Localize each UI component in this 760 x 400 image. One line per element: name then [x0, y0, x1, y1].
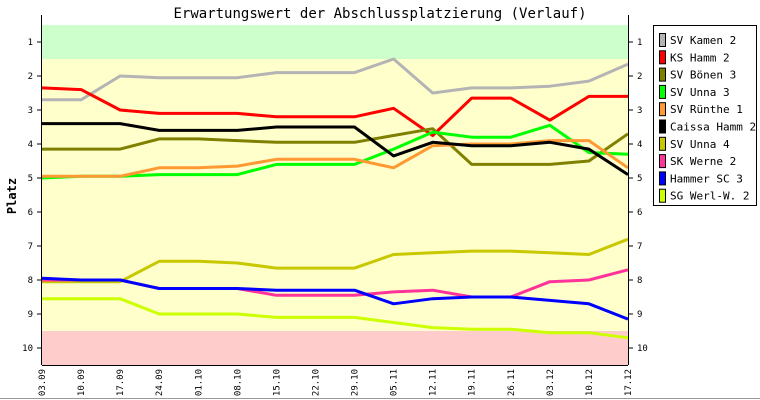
- y-tick-label-left: 6: [28, 208, 33, 218]
- legend-swatch: [659, 154, 666, 169]
- legend-label: SV Kamen 2: [670, 34, 736, 47]
- series-line-sv-r-nthe-1: [42, 139, 629, 178]
- x-tick-label: 29.10: [351, 369, 361, 396]
- x-tick-label: 03.09: [38, 369, 48, 396]
- y-tick-label-left: 4: [28, 140, 33, 150]
- x-tick-label: 15.10: [272, 369, 282, 396]
- y-tick-label-right: 5: [637, 174, 642, 184]
- series-line-sv-unna-3: [41, 123, 629, 180]
- y-tick-label-left: 1: [28, 38, 33, 48]
- legend-label: Caissa Hamm 2: [670, 121, 756, 134]
- legend-label: KS Hamm 2: [670, 51, 730, 64]
- y-tick-label-right: 6: [637, 208, 642, 218]
- x-tick-label: 12.11: [429, 369, 439, 396]
- legend-swatch: [659, 84, 666, 99]
- y-tick-label-left: 7: [28, 242, 33, 252]
- y-tick-label-right: 3: [637, 106, 642, 116]
- legend-label: SV Bönen 3: [670, 69, 736, 82]
- series-line-sv-b-nen-3: [42, 127, 629, 166]
- y-tick-label-left: 8: [28, 276, 33, 286]
- legend-label: SG Werl-W. 2: [670, 190, 749, 203]
- series-lines: [41, 57, 629, 340]
- legend-swatch: [659, 102, 666, 117]
- band: [42, 331, 628, 365]
- y-tick-label-right: 10: [637, 344, 648, 354]
- y-tick-label-left: 9: [28, 310, 33, 320]
- legend-swatch: [659, 50, 666, 65]
- axes: 1 1 2 2 3 3 4 4 5 5 6 6 7 7 8 8 9 9 10 10 03.09 10.09 17.09 24.…: [22, 15, 648, 396]
- chart-title: Erwartungswert der Abschlussplatzierung …: [173, 6, 586, 22]
- x-tick-label: 19.11: [468, 369, 478, 396]
- legend-label: SV Unna 4: [670, 138, 730, 151]
- legend-box: [653, 25, 757, 206]
- x-tick-label: 26.11: [507, 369, 517, 396]
- y-tick-label-left: 5: [28, 174, 33, 184]
- legend-swatch: [659, 67, 666, 82]
- x-tick-label: 22.10: [311, 369, 321, 396]
- legend-swatch: [659, 33, 666, 47]
- series-line-sv-kamen-2: [42, 57, 629, 102]
- legend-label: Hammer SC 3: [670, 172, 743, 185]
- series-line-ks-hamm-2: [41, 86, 628, 137]
- legend-swatch: [659, 188, 666, 203]
- x-tick-label: 10.12: [585, 369, 595, 396]
- band: [42, 25, 628, 59]
- y-tick-label-left: 2: [28, 72, 33, 82]
- legend-swatch: [659, 136, 666, 151]
- x-tick-label: 08.10: [233, 369, 243, 396]
- y-tick-label-right: 2: [637, 72, 642, 82]
- x-tick-label: 24.09: [155, 369, 165, 396]
- x-tick-label: 03.12: [546, 369, 556, 396]
- legend-swatch: [659, 119, 666, 134]
- legend-label: SK Werne 2: [670, 155, 736, 168]
- x-tick-label: 17.09: [116, 369, 126, 396]
- x-tick-label: 17.12: [624, 369, 634, 396]
- x-tick-label: 01.10: [194, 369, 204, 396]
- x-tick-label: 10.09: [77, 369, 87, 396]
- legend: SV Kamen 2 KS Hamm 2 SV Bönen 3 SV Unna 3 SV…: [653, 25, 757, 206]
- y-tick-label-right: 8: [637, 276, 642, 286]
- legend-swatch: [659, 171, 666, 186]
- series-line-caissa-hamm-2: [42, 122, 629, 176]
- y-tick-label-right: 7: [637, 242, 642, 252]
- y-tick-label-right: 4: [637, 140, 642, 150]
- legend-label: SV Unna 3: [670, 86, 730, 99]
- x-tick-label: 05.11: [390, 369, 400, 396]
- series-line-sv-unna-4: [42, 237, 629, 284]
- y-tick-label-left: 10: [22, 344, 33, 354]
- y-tick-label-left: 3: [28, 106, 33, 116]
- y-axis-label: Platz: [5, 178, 19, 214]
- legend-label: SV Rünthe 1: [670, 103, 743, 116]
- y-tick-label-right: 9: [637, 310, 642, 320]
- y-tick-label-right: 1: [637, 38, 642, 48]
- series-line-hammer-sc-3: [41, 276, 629, 321]
- series-line-sg-werl-w-2: [42, 297, 629, 340]
